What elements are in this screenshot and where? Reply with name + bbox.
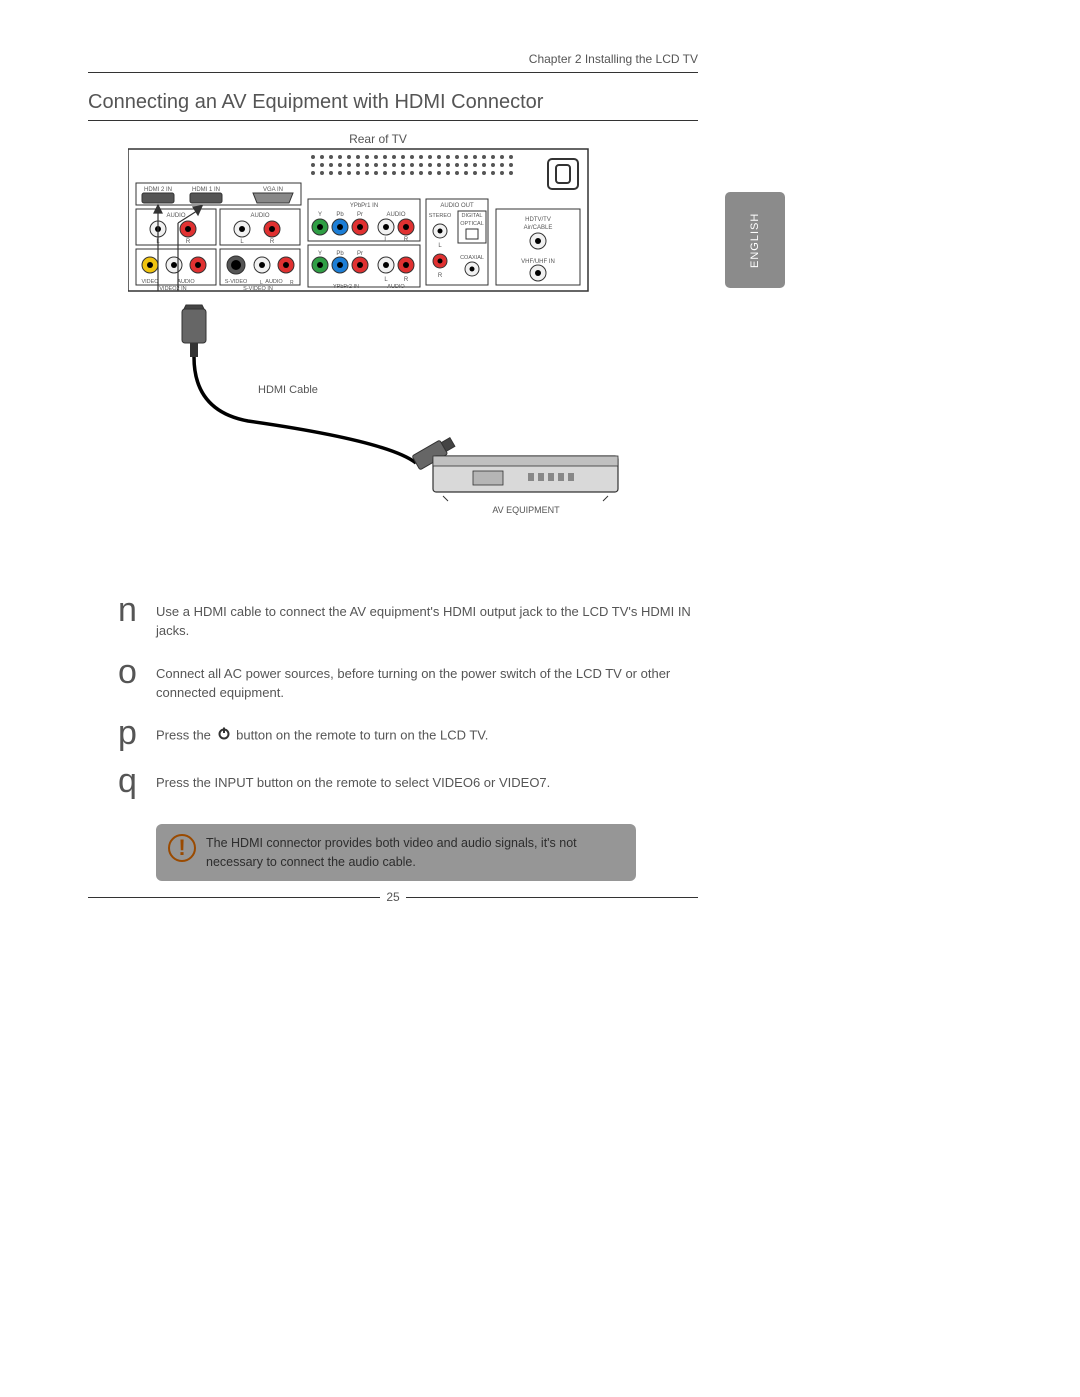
top-port-row: HDMI 2 IN HDMI 1 IN VGA IN [136, 183, 301, 205]
label-ypbpr1: YPbPr1 IN [350, 203, 378, 209]
label-svideoin: S-VIDEO IN [243, 286, 273, 292]
label-hdmi2: HDMI 2 IN [144, 187, 172, 193]
label-ypbpr2: YPbPr2 IN [333, 284, 359, 290]
label-hdmi-cable: HDMI Cable [258, 384, 318, 396]
language-tab: ENGLISH [725, 192, 785, 288]
label-aircable: Air/CABLE [524, 225, 553, 231]
step-marker: q [118, 764, 156, 798]
label-audio-top: AUDIO [166, 213, 185, 219]
label-r-top: R [186, 239, 191, 245]
label-optical: OPTICAL [460, 221, 484, 227]
page-number: 25 [380, 890, 405, 904]
label-pb2: Pb [336, 251, 344, 257]
label-sv-audio: AUDIO [265, 279, 283, 285]
label-y1: Y [318, 212, 322, 218]
hdmi-cable: HDMI Cable [182, 305, 456, 470]
instruction-steps: n Use a HDMI cable to connect the AV equ… [118, 593, 698, 798]
step-text: Connect all AC power sources, before tur… [156, 655, 698, 703]
page-footer: 25 [88, 890, 698, 904]
step-text: Press the INPUT button on the remote to … [156, 764, 550, 793]
label-vhf: VHF/UHF IN [521, 259, 555, 265]
label-coax: COAXIAL [460, 255, 484, 261]
step-2: o Connect all AC power sources, before t… [118, 655, 698, 703]
diagram-title: Rear of TV [349, 132, 407, 146]
label-audio-bl: AUDIO [177, 279, 195, 285]
note-text: The HDMI connector provides both video a… [206, 836, 577, 868]
label-svideo: S-VIDEO [225, 279, 248, 285]
step-marker: p [118, 716, 156, 750]
step-text: Press the button on the remote to turn o… [156, 716, 488, 746]
label-stereo-r: R [438, 273, 443, 279]
label-pb1: Pb [336, 212, 344, 218]
label-r2: R [404, 277, 409, 283]
label-sv-r: R [290, 280, 294, 286]
step-1: n Use a HDMI cable to connect the AV equ… [118, 593, 698, 641]
label-av-equipment: AV EQUIPMENT [492, 505, 560, 515]
label-vga: VGA IN [263, 187, 283, 193]
av-equipment: AV EQUIPMENT [433, 456, 618, 515]
step-text-post: button on the remote to turn on the LCD … [236, 728, 488, 743]
label-audio2: AUDIO [387, 284, 405, 290]
vent-dots [311, 155, 513, 175]
port-vga [253, 193, 293, 203]
connection-diagram: Rear of TV [128, 131, 623, 531]
label-video2: VIDEO2 IN [159, 286, 186, 292]
section-title: Connecting an AV Equipment with HDMI Con… [88, 91, 698, 121]
label-hdmi1: HDMI 1 IN [192, 187, 220, 193]
label-stereo: STEREO [429, 213, 452, 219]
info-note: ! The HDMI connector provides both video… [156, 824, 636, 880]
step-4: q Press the INPUT button on the remote t… [118, 764, 698, 798]
label-y2: Y [318, 251, 322, 257]
step-marker: n [118, 593, 156, 627]
label-hdtv: HDTV/TV [525, 217, 551, 223]
label-digital: DIGITAL [462, 213, 483, 219]
alert-icon: ! [168, 834, 196, 862]
chapter-header: Chapter 2 Installing the LCD TV [88, 52, 698, 73]
label-r-top2: R [270, 239, 275, 245]
port-hdmi1 [190, 193, 222, 203]
step-text: Use a HDMI cable to connect the AV equip… [156, 593, 698, 641]
step-marker: o [118, 655, 156, 689]
label-r1: R [404, 237, 409, 243]
ac-socket [548, 159, 578, 189]
step-text-pre: Press the [156, 728, 211, 743]
label-video: VIDEO [141, 279, 159, 285]
label-pr1: Pr [357, 212, 363, 218]
cable-path [194, 357, 416, 463]
label-audio1: AUDIO [386, 212, 405, 218]
label-audioout: AUDIO OUT [440, 203, 474, 209]
step-3: p Press the button on the remote to turn… [118, 716, 698, 750]
port-hdmi2 [142, 193, 174, 203]
label-pr2: Pr [357, 251, 363, 257]
power-icon [217, 726, 231, 746]
label-audio-top2: AUDIO [250, 213, 269, 219]
